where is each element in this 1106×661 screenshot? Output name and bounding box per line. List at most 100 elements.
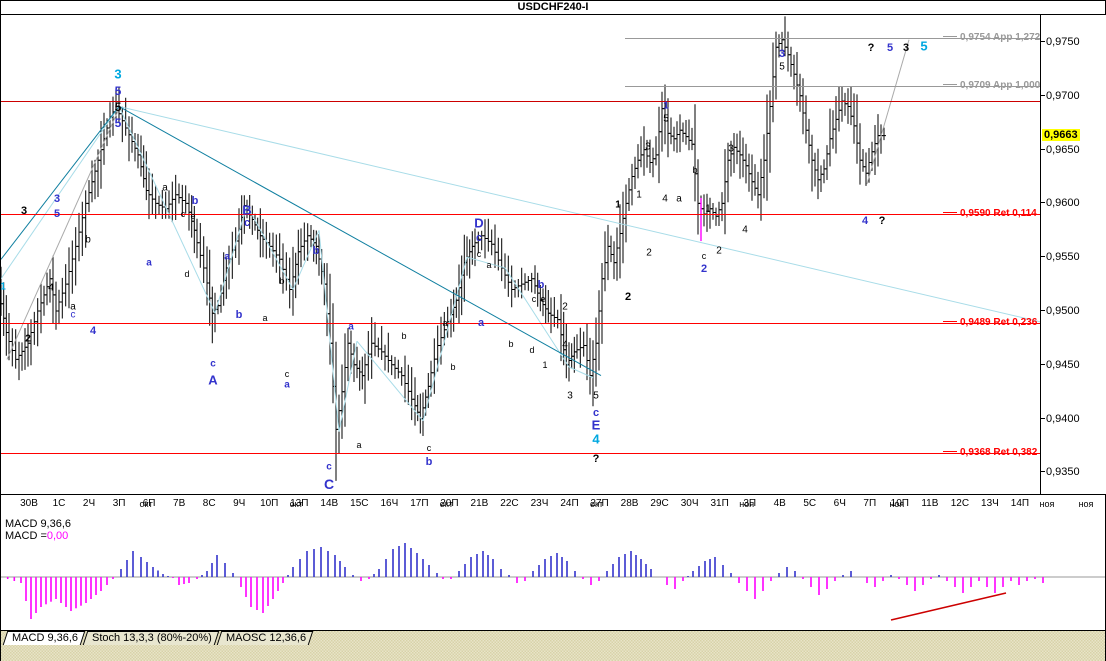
price-axis[interactable]: 0,9750 0,9700 0,9650 0,9600 0,9550 0,9500 0,94… — [1040, 15, 1106, 494]
time-tick: 10П — [890, 498, 909, 509]
wave-label: a — [162, 182, 168, 194]
wave-label: c — [476, 249, 482, 259]
wave-label: 5 — [779, 61, 785, 73]
wave-label: 5 — [53, 208, 61, 220]
wave-label: b — [537, 279, 545, 291]
wave-label: b — [425, 456, 433, 468]
wave-label: 2 — [716, 245, 722, 257]
price-tick: 0,9600 — [1041, 197, 1080, 209]
wave-label: a — [262, 313, 268, 323]
wave-label: 2 — [646, 247, 652, 259]
wave-label: 4 — [592, 431, 600, 447]
wave-label: 3 — [645, 141, 651, 153]
wave-label: C — [323, 476, 335, 492]
time-tick: 8С — [202, 498, 216, 509]
wave-label: c — [592, 407, 600, 419]
wave-label: 4 — [562, 339, 568, 351]
wave-label: 3 — [20, 205, 28, 217]
wave-label: 3 — [567, 390, 573, 402]
wave-label: 3 — [114, 66, 122, 82]
wave-label: B — [242, 202, 252, 218]
price-tick: 0,9350 — [1041, 466, 1080, 478]
wave-label: 4 — [48, 282, 54, 294]
macd-name: MACD 9,36,6 — [5, 518, 72, 530]
wave-label: b — [85, 234, 91, 246]
window-title: USDCHF240-I — [1, 1, 1105, 15]
time-tick: 12С — [950, 498, 970, 509]
wave-label: c — [70, 309, 76, 321]
time-tick: 9Ч — [233, 498, 246, 509]
last-price-badge: 0,9663 — [1042, 128, 1080, 141]
wave-label: c — [701, 251, 707, 261]
time-tick: 3П — [112, 498, 126, 509]
price-tick: 0,9750 — [1041, 36, 1080, 48]
wave-label: c — [426, 443, 432, 453]
wave-label: 2 — [700, 263, 708, 275]
time-axis[interactable]: 30В 1С 2Ч 3П 6П 7В 8С 9Ч 10П 13П 14В 15С 16Ч 17П 20П 21… — [1, 494, 1105, 518]
wave-label: 1 — [1, 281, 6, 293]
wave-label: 5 — [114, 84, 122, 98]
time-tick: 4В — [773, 498, 786, 509]
wave-label: c — [180, 209, 186, 219]
time-tick: 29С — [650, 498, 669, 509]
wave-label: 3 — [902, 42, 910, 54]
indicator-tab[interactable]: MACD 9,36,6 — [2, 631, 86, 645]
time-tick: 28В — [620, 498, 639, 509]
time-month-marker: окт — [139, 499, 153, 509]
wave-label: 1 — [615, 199, 621, 211]
macd-indicator-pane[interactable]: MACD 9,36,6 MACD =0,00 InstaForex — [1, 517, 1105, 631]
time-tick: 5С — [803, 498, 817, 509]
wave-label: b — [279, 276, 285, 286]
price-tick: 0,9700 — [1041, 90, 1080, 102]
indicator-tab[interactable]: MAOSC 12,36,6 — [216, 631, 314, 645]
wave-label: c — [531, 294, 537, 304]
wave-label: 2 — [562, 301, 568, 313]
wave-label: c — [326, 461, 332, 473]
time-month-marker: окт — [439, 499, 453, 509]
time-tick: 6П — [142, 498, 156, 509]
time-tick: 10П — [260, 498, 279, 509]
time-tick: 15С — [350, 498, 369, 509]
price-level-line — [625, 37, 1040, 39]
time-tick: 23Ч — [530, 498, 549, 509]
wave-label: b — [235, 309, 243, 321]
wave-label: 1 — [705, 203, 711, 215]
wave-label: e — [190, 211, 196, 221]
time-tick: 3П — [743, 498, 757, 509]
time-tick: 1С — [52, 498, 66, 509]
wave-label: b — [508, 339, 514, 349]
wave-label: 5 — [886, 42, 894, 54]
wave-label: ? — [878, 215, 886, 227]
price-level-line — [1, 453, 1040, 455]
wave-label: 4 — [742, 224, 748, 236]
wave-label: 1 — [542, 360, 548, 370]
wave-label: A — [208, 372, 218, 388]
time-tick: 14П — [1010, 498, 1030, 509]
time-tick: 24П — [560, 498, 579, 509]
wave-label: b — [312, 245, 320, 257]
time-tick: 20П — [440, 498, 459, 509]
wave-label: c — [475, 232, 483, 244]
wave-label: a — [348, 321, 354, 333]
price-level-line — [625, 86, 1040, 88]
wave-label: c — [243, 217, 251, 229]
indicator-tab[interactable]: Stoch 13,3,3 (80%-20%) — [82, 631, 220, 645]
wave-label: a — [224, 251, 230, 263]
macd-value-caption: MACD = — [5, 530, 47, 542]
time-tick: 17П — [410, 498, 429, 509]
wave-label: 3 — [778, 48, 786, 60]
time-tick: 7В — [173, 498, 186, 509]
indicator-tab-bar[interactable]: MACD 9,36,6 Stoch 13,3,3 (80%-20%) MAOSC 1… — [1, 631, 1105, 661]
price-level-line — [1, 322, 1040, 324]
wave-label: 1 — [636, 189, 642, 201]
time-tick: 7П — [863, 498, 877, 509]
time-tick: 13Ч — [981, 498, 999, 509]
price-tick: 0,9550 — [1041, 251, 1080, 263]
time-month-marker: ноя — [739, 499, 755, 509]
wave-label: 4 — [861, 215, 869, 227]
wave-label: a — [146, 257, 152, 269]
wave-label: b — [692, 165, 698, 175]
price-tick: 0,9400 — [1041, 413, 1080, 425]
macd-value: 0,00 — [46, 530, 69, 542]
